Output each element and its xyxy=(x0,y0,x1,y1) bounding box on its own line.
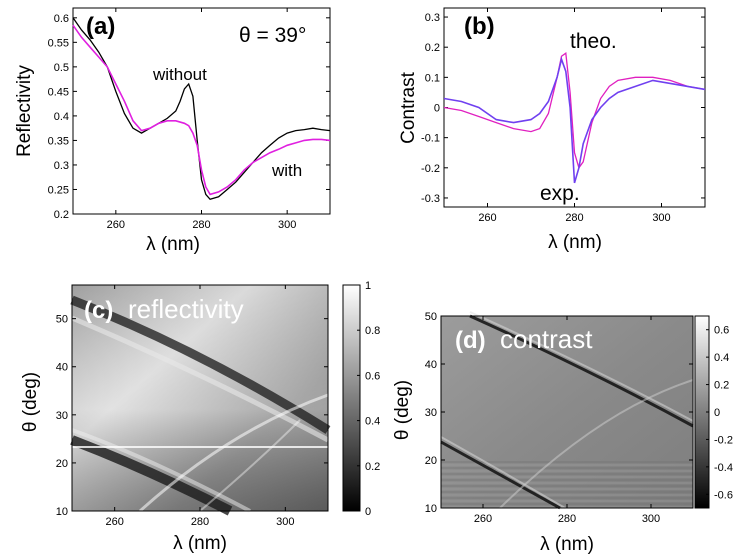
panel-b: -0.3 -0.2 -0.1 0 0.1 0.2 0.3 260 280 300 (b) the… xyxy=(398,7,706,253)
y-tick-label: 0.2 xyxy=(425,42,440,54)
x-tick-label: 280 xyxy=(565,212,583,224)
x-tick-label: 300 xyxy=(642,513,660,525)
y-tick-label: 50 xyxy=(56,314,68,326)
panel-c-y-label: θ (deg) xyxy=(20,372,41,432)
y-tick-label: 0.45 xyxy=(48,86,69,98)
panel-a-y-ticks: 0.2 0.25 0.3 0.35 0.4 0.45 0.5 0.55 0.6 xyxy=(48,13,330,221)
panel-b-exp-label: exp. xyxy=(540,182,580,205)
x-tick-label: 260 xyxy=(107,219,125,231)
panel-d-x-label: λ (nm) xyxy=(540,534,594,555)
panel-a-theta-annotation: θ = 39° xyxy=(239,24,306,47)
panel-d: 10 20 30 40 50 260 280 300 (d) contrast λ (nm)… xyxy=(392,311,733,555)
x-tick-label: 260 xyxy=(105,516,123,528)
panel-c-x-label: λ (nm) xyxy=(173,533,227,554)
y-tick-label: 50 xyxy=(425,311,437,323)
x-tick-label: 300 xyxy=(652,212,670,224)
series-line-0 xyxy=(72,17,331,201)
y-tick-label: 0.4 xyxy=(54,111,69,123)
panel-b-theo-label: theo. xyxy=(570,30,617,53)
panel-a-tag: (a) xyxy=(86,13,115,40)
panel-d-y-ticks: 10 20 30 40 50 xyxy=(425,311,693,515)
x-tick-label: 280 xyxy=(191,516,209,528)
panel-c-colorbar xyxy=(342,284,361,512)
panel-a-series xyxy=(72,17,331,201)
colorbar-tick-label: 0.4 xyxy=(365,416,380,428)
x-tick-label: 280 xyxy=(192,219,210,231)
colorbar-tick-label: 0.6 xyxy=(714,325,729,337)
panel-a-without-label: without xyxy=(152,65,207,84)
panel-a-y-label: Reflectivity xyxy=(14,65,35,157)
colorbar-tick-label: -0.6 xyxy=(714,489,733,501)
panel-c-colorbar-ticks: 0 0.2 0.4 0.6 0.8 1 xyxy=(357,280,380,518)
y-tick-label: 0.3 xyxy=(54,160,69,172)
colorbar-tick-label: 0.6 xyxy=(365,370,380,382)
series-line-0 xyxy=(443,52,706,170)
y-tick-label: 20 xyxy=(425,455,437,467)
y-tick-label: 0.2 xyxy=(54,209,69,221)
colorbar-tick-label: -0.2 xyxy=(714,434,733,446)
y-tick-label: 20 xyxy=(56,458,68,470)
colorbar-tick-label: 0.8 xyxy=(365,325,380,337)
x-tick-label: 260 xyxy=(474,513,492,525)
y-tick-label: 0.5 xyxy=(54,62,69,74)
panel-c-y-ticks: 10 20 30 40 50 xyxy=(56,314,328,518)
panel-d-title: contrast xyxy=(500,324,593,354)
series-line-1 xyxy=(443,56,706,184)
colorbar-tick-label: 0.2 xyxy=(714,380,729,392)
colorbar-tick-label: 0 xyxy=(714,407,720,419)
y-tick-label: -0.3 xyxy=(421,193,440,205)
panel-b-y-ticks: -0.3 -0.2 -0.1 0 0.1 0.2 0.3 xyxy=(421,12,705,205)
panel-b-tag: (b) xyxy=(464,13,495,40)
colorbar-tick-label: 0.4 xyxy=(714,352,729,364)
series-line-1 xyxy=(72,24,331,196)
y-tick-label: 0.3 xyxy=(425,12,440,24)
x-tick-label: 260 xyxy=(478,212,496,224)
panel-d-tag: (d) xyxy=(455,327,486,354)
panel-a-x-ticks: 260 280 300 xyxy=(107,8,296,231)
panel-c-tag: (c) xyxy=(84,297,113,324)
y-tick-label: 0 xyxy=(434,103,440,115)
y-tick-label: 30 xyxy=(56,410,68,422)
panel-b-series xyxy=(443,52,706,184)
panel-a: 0.2 0.25 0.3 0.35 0.4 0.45 0.5 0.55 0.6 260 280 30… xyxy=(14,7,331,255)
panel-a-x-label: λ (nm) xyxy=(146,234,200,255)
y-tick-label: 0.55 xyxy=(48,37,69,49)
y-tick-label: 10 xyxy=(56,506,68,518)
colorbar-tick-label: 0 xyxy=(365,506,371,518)
panel-b-x-ticks: 260 280 300 xyxy=(478,8,671,224)
y-tick-label: -0.2 xyxy=(421,163,440,175)
panel-a-with-label: with xyxy=(271,161,302,180)
y-tick-label: 40 xyxy=(425,359,437,371)
x-tick-label: 300 xyxy=(278,219,296,231)
colorbar-tick-label: 0.2 xyxy=(365,461,380,473)
y-tick-label: 30 xyxy=(425,407,437,419)
panel-d-x-ticks: 260 280 300 xyxy=(474,316,660,525)
y-tick-label: 0.25 xyxy=(48,184,69,196)
colorbar-tick-label: -0.4 xyxy=(714,462,733,474)
panel-d-heatmap xyxy=(440,311,694,510)
panel-d-y-label: θ (deg) xyxy=(392,380,413,440)
panel-c-x-ticks: 260 280 300 xyxy=(105,285,295,528)
colorbar-tick-label: 1 xyxy=(365,280,371,292)
y-tick-label: 0.6 xyxy=(54,13,69,25)
x-tick-label: 280 xyxy=(558,513,576,525)
panel-b-y-label: Contrast xyxy=(398,71,419,144)
y-tick-label: 0.35 xyxy=(48,135,69,147)
y-tick-label: -0.1 xyxy=(421,133,440,145)
panel-c-heatmap xyxy=(70,285,331,516)
panel-d-colorbar-ticks: -0.6 -0.4 -0.2 0 0.2 0.4 0.6 xyxy=(706,325,733,501)
y-tick-label: 10 xyxy=(425,503,437,515)
panel-c-title: reflectivity xyxy=(128,294,244,324)
panel-b-x-label: λ (nm) xyxy=(548,232,602,253)
x-tick-label: 300 xyxy=(276,516,294,528)
y-tick-label: 0.1 xyxy=(425,72,440,84)
y-tick-label: 40 xyxy=(56,362,68,374)
